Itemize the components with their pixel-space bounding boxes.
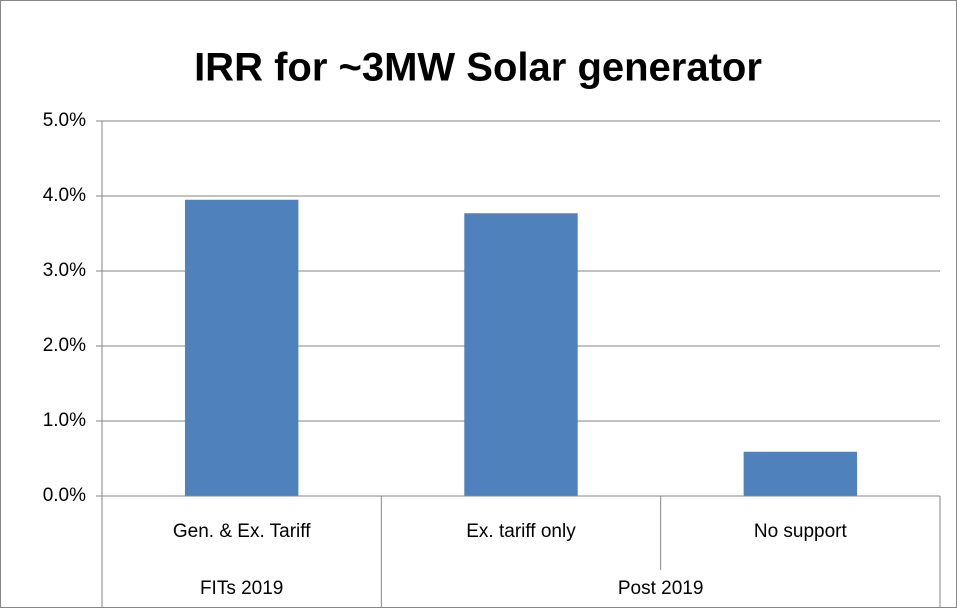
x-tick-label: Ex. tariff only: [466, 521, 576, 542]
bar: [464, 213, 578, 496]
bar: [743, 451, 858, 496]
group-label: Post 2019: [618, 578, 704, 599]
chart-title: IRR for ~3MW Solar generator: [194, 46, 762, 90]
y-tick-label: 0.0%: [43, 485, 86, 506]
y-tick-label: 4.0%: [43, 185, 86, 206]
x-tick-label: Gen. & Ex. Tariff: [173, 521, 311, 542]
group-label: FITs 2019: [200, 578, 283, 599]
y-tick-label: 2.0%: [43, 335, 86, 356]
y-tick-label: 1.0%: [43, 410, 86, 431]
bar: [184, 199, 299, 496]
x-tick-label: No support: [754, 521, 848, 542]
y-tick-label: 3.0%: [43, 260, 86, 281]
y-tick-label: 5.0%: [43, 110, 86, 131]
